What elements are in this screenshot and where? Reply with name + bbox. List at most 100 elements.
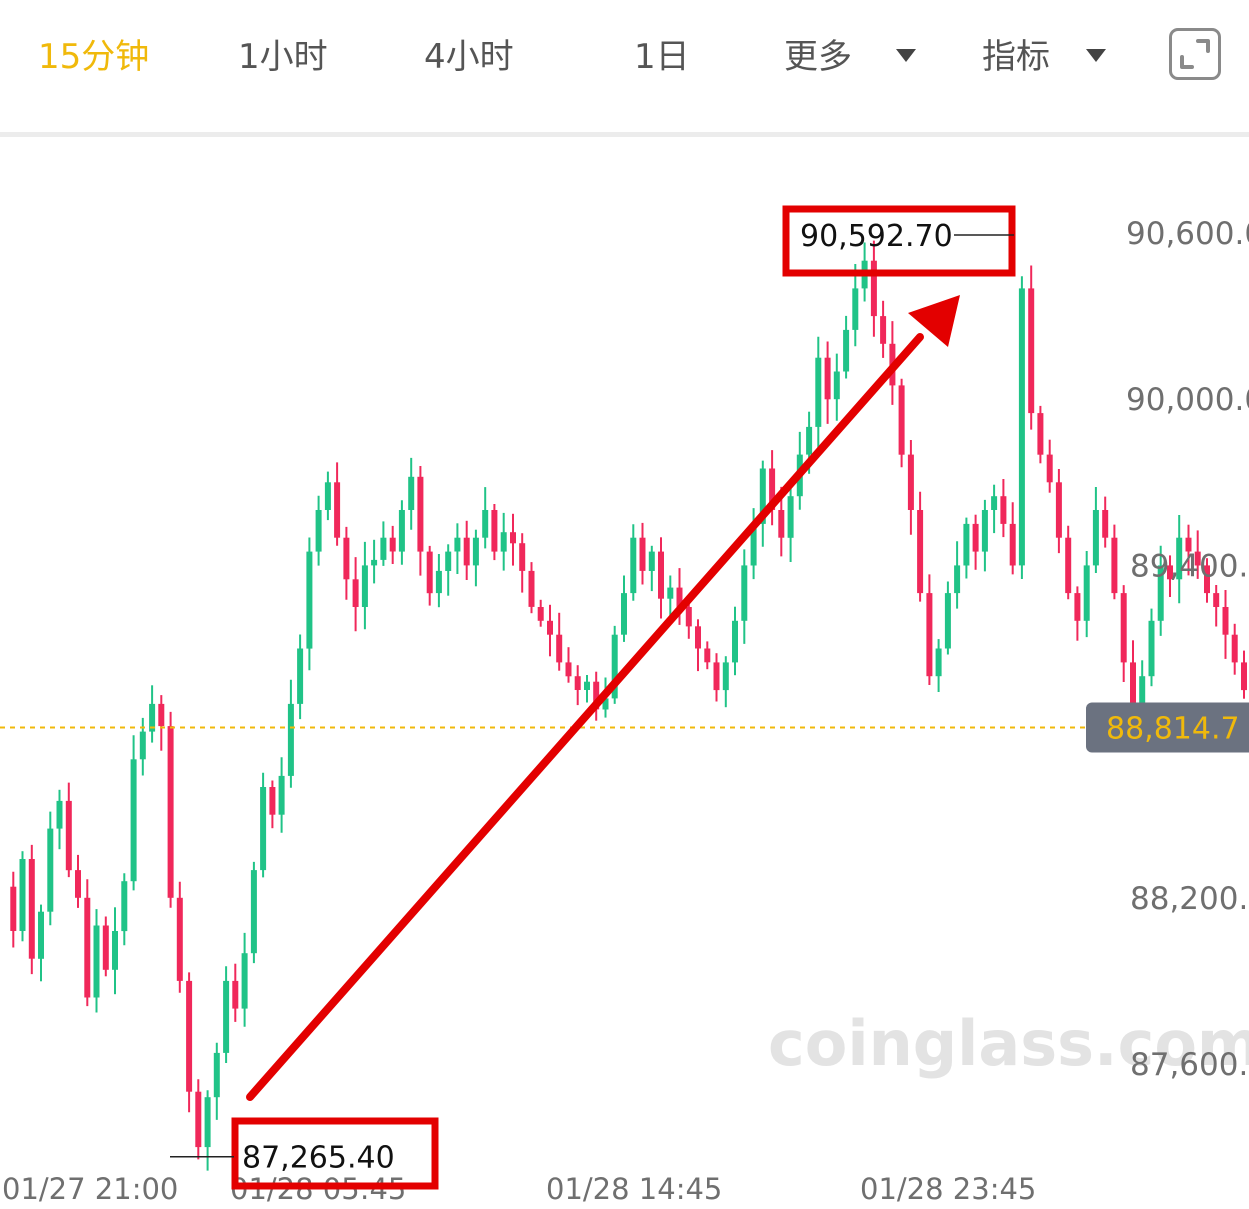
candle-down (824, 357, 831, 400)
chevron-down-icon[interactable] (896, 49, 916, 62)
candle-down (1111, 537, 1118, 594)
candle-down (639, 537, 646, 571)
candle-up (963, 523, 970, 566)
candle-down (102, 925, 109, 970)
candle-down (1222, 607, 1229, 635)
tab-4h[interactable]: 4小时 (424, 37, 514, 77)
candle-down (232, 980, 239, 1009)
arrow-head (908, 295, 960, 347)
candle-up (445, 551, 452, 571)
candle-up (380, 537, 387, 560)
candle-down (75, 870, 81, 898)
toolbar-divider (0, 132, 1249, 137)
candle-down (537, 607, 544, 621)
candle-down (1213, 593, 1220, 607)
arrow-shaft (246, 333, 924, 1101)
candles (10, 240, 1247, 1171)
x-axis: 01/27 21:00 01/28 05:45 01/28 14:45 01/2… (2, 1172, 1036, 1206)
indicators-dropdown[interactable]: 指标 (982, 37, 1050, 77)
candle-up (315, 510, 322, 552)
candle-up (472, 537, 479, 566)
candle-down (769, 468, 776, 510)
candle-down (593, 681, 600, 710)
candle-down (28, 859, 35, 959)
candle-down (1194, 551, 1201, 566)
candle-up (935, 648, 942, 677)
candle-up (260, 787, 267, 871)
candle-up (435, 570, 442, 594)
candle-up (93, 925, 100, 998)
candle-up (648, 551, 655, 571)
candle-up (149, 703, 156, 732)
candle-up (1176, 537, 1183, 580)
candle-down (870, 260, 877, 317)
candle-up (250, 870, 257, 954)
candle-up (954, 565, 961, 594)
candle-up (722, 662, 729, 691)
candle-up (223, 980, 230, 1053)
candle-down (510, 532, 516, 544)
candle-down (519, 543, 526, 571)
candle-down (65, 800, 72, 871)
candle-up (1018, 288, 1025, 566)
candle-down (1204, 565, 1210, 594)
candle-up (371, 559, 378, 566)
watermark: coinglass.com (768, 1007, 1249, 1080)
y-tick-label: 88,200.0 (1130, 881, 1249, 917)
candle-down (898, 385, 905, 455)
candle-up (815, 357, 822, 427)
candle-up (287, 703, 294, 776)
candle-down (695, 626, 701, 649)
candle-up (112, 931, 118, 970)
candle-down (658, 551, 664, 599)
current-price-label: 88,814.7 (1106, 712, 1240, 747)
candle-up (38, 911, 44, 959)
y-tick-label: 89,400.0 (1130, 548, 1249, 584)
candle-up (241, 953, 248, 1009)
candle-down (713, 662, 720, 691)
fullscreen-button[interactable] (1169, 28, 1221, 80)
candle-up (454, 537, 461, 552)
candle-up (981, 510, 988, 552)
candle-down (547, 620, 553, 635)
timeframe-toolbar: 15分钟 1小时 4小时 1日 更多 指标 (0, 0, 1249, 132)
chevron-down-icon[interactable] (1086, 49, 1106, 62)
tab-15m[interactable]: 15分钟 (38, 37, 150, 77)
candle-down (84, 897, 91, 998)
candle-down (574, 676, 581, 690)
tab-1h[interactable]: 1小时 (238, 37, 328, 77)
candle-up (213, 1052, 220, 1098)
candle-down (528, 570, 535, 607)
candle-down (195, 1091, 202, 1148)
candle-up (306, 551, 313, 649)
candle-down (880, 316, 887, 344)
candle-up (732, 620, 738, 663)
low-highlight-box (231, 1117, 439, 1190)
candle-up (1092, 510, 1099, 566)
candle-down (167, 726, 174, 898)
candle-down (1185, 537, 1192, 552)
candle-down (1120, 593, 1127, 663)
candlestick-chart[interactable]: coinglass.com 90,600.0 90,000.0 89,400.0… (0, 137, 1249, 1209)
candle-down (1037, 413, 1044, 455)
candle-down (1167, 565, 1173, 580)
candle-down (917, 510, 924, 594)
candle-down (1028, 288, 1035, 414)
y-tick-label: 87,600.0 (1130, 1047, 1249, 1083)
candle-up (482, 510, 489, 538)
candle-up (1083, 565, 1090, 621)
candle-up (278, 775, 285, 815)
candle-up (741, 565, 748, 621)
more-dropdown[interactable]: 更多 (784, 37, 852, 77)
candle-up (602, 698, 609, 710)
candle-up (204, 1097, 211, 1148)
candle-up (121, 881, 128, 932)
candle-down (343, 537, 350, 580)
candle-down (565, 662, 572, 677)
candle-up (1148, 620, 1155, 677)
candle-down (676, 587, 683, 607)
tab-1d[interactable]: 1日 (634, 37, 690, 77)
candle-up (500, 532, 507, 552)
candle-down (556, 634, 563, 663)
candle-down (907, 454, 914, 510)
